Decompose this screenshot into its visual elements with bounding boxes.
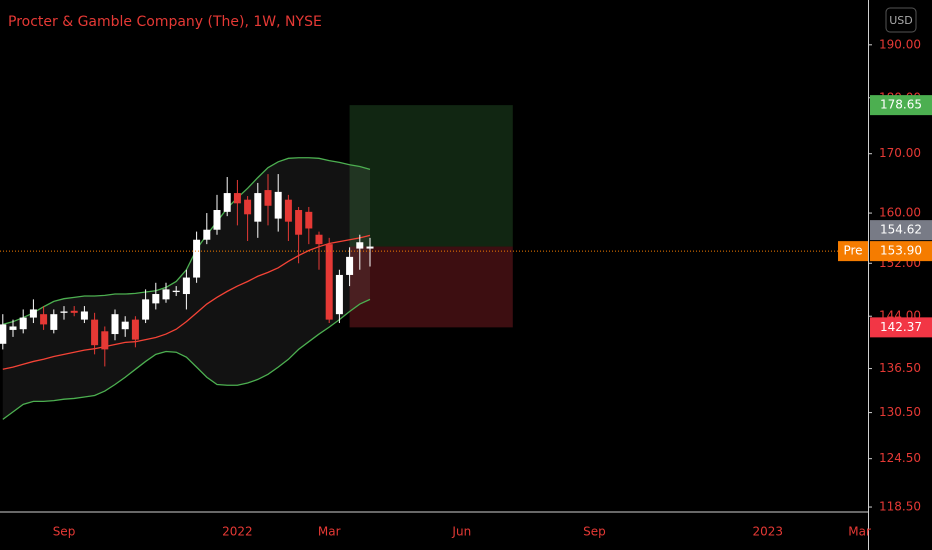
candle-body — [295, 210, 303, 235]
candle-body — [315, 234, 323, 245]
y-tick-label: 124.50 — [879, 451, 921, 465]
x-tick-label: Mar — [848, 525, 871, 539]
candle-body — [91, 319, 99, 346]
chart-title: Procter & Gamble Company (The), 1W, NYSE — [8, 14, 322, 30]
x-tick-label: 2023 — [753, 525, 784, 539]
candle-body — [50, 314, 58, 330]
y-tick-label: 160.00 — [879, 206, 921, 220]
candle-body — [284, 199, 292, 222]
candle-body — [346, 256, 354, 275]
candle-body — [213, 210, 221, 230]
candle-body — [233, 193, 241, 204]
price-badge-label: 153.90 — [880, 244, 922, 258]
y-tick-label: 136.50 — [879, 361, 921, 375]
candle-body — [182, 277, 190, 295]
candle-body — [9, 326, 17, 330]
candle-body — [0, 324, 7, 344]
candle-body — [356, 242, 364, 249]
candle-body — [142, 299, 150, 320]
band-line — [2, 298, 371, 420]
y-tick-label: 190.00 — [879, 37, 921, 51]
x-tick-label: Sep — [583, 525, 606, 539]
candle-body — [121, 321, 129, 330]
price-badge-label: 178.65 — [880, 98, 922, 112]
x-tick-label: Mar — [318, 525, 341, 539]
price-badge — [870, 95, 932, 116]
x-tick-label: Jun — [451, 525, 471, 539]
candle-body — [60, 311, 68, 313]
y-tick-label: 170.00 — [879, 146, 921, 160]
candle-body — [244, 199, 252, 215]
candle-body — [264, 190, 272, 206]
candle-body — [29, 309, 37, 318]
band-line — [2, 157, 371, 326]
candle-body — [131, 319, 139, 340]
candle-body — [162, 289, 170, 300]
price-badge — [870, 241, 932, 262]
price-tag-box — [838, 241, 868, 262]
candle-body — [366, 246, 374, 249]
price-badge-label: 154.62 — [880, 223, 922, 237]
price-badge — [870, 317, 932, 338]
candle-body — [19, 317, 27, 330]
x-tick-label: Sep — [53, 525, 76, 539]
candle-body — [101, 331, 109, 350]
currency-button[interactable] — [885, 7, 917, 33]
currency-label[interactable]: USD — [889, 14, 913, 27]
candle-body — [80, 311, 88, 320]
plot-area — [0, 105, 868, 420]
candle-body — [254, 193, 262, 222]
target-zone — [349, 105, 513, 247]
candle-body — [40, 314, 48, 325]
y-tick-label: 130.50 — [879, 405, 921, 419]
candle-body — [305, 211, 313, 229]
candle-body — [152, 294, 160, 304]
candle-body — [203, 229, 211, 240]
candle-body — [111, 314, 119, 335]
candle-body — [70, 310, 78, 313]
candle-body — [193, 239, 201, 278]
price-tag: Pre — [843, 244, 862, 258]
y-tick-label: 118.50 — [879, 500, 921, 514]
candle-body — [335, 274, 343, 315]
band-line — [2, 234, 371, 370]
price-badge — [870, 220, 932, 241]
candle-body — [325, 244, 333, 320]
price-badge-label: 142.37 — [880, 320, 922, 334]
x-tick-label: 2022 — [222, 525, 253, 539]
candle-body — [223, 193, 231, 212]
stop-zone — [349, 246, 513, 328]
candle-body — [274, 191, 282, 219]
candle-body — [172, 290, 180, 293]
